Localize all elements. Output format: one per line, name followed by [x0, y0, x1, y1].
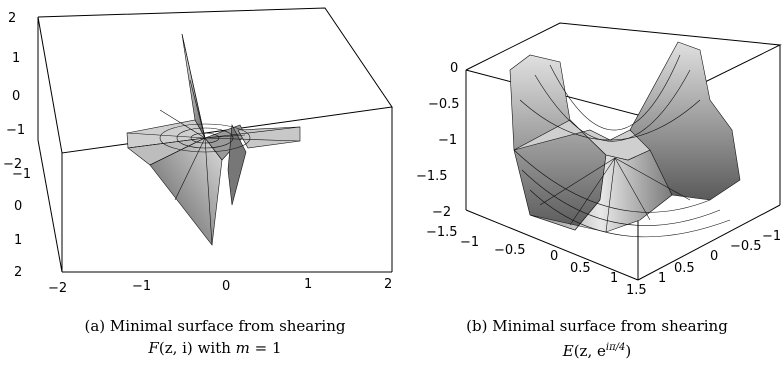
x-tick: −2	[48, 281, 67, 296]
z-tick: 2	[8, 11, 16, 26]
z-tick: −0.5	[428, 97, 460, 112]
z-tick: −2	[3, 157, 22, 172]
z-tick: −1	[6, 123, 25, 138]
y-tick: 1	[658, 271, 666, 286]
caption-b: (b) Minimal surface from shearing E(z, e…	[410, 315, 784, 362]
z-tick: 0	[450, 61, 458, 76]
y-tick: 0	[14, 199, 22, 214]
y-tick: 1	[14, 233, 22, 248]
x-tick: 1	[610, 271, 618, 286]
y-tick: −0.5	[730, 239, 762, 254]
bounding-box	[37, 7, 393, 273]
figure-b-ticks: 0 −0.5 −1 −1.5 −2 −1.5 −1 −0.5 0 0.5 1 1…	[416, 61, 781, 298]
y-tick: 0	[710, 249, 718, 264]
caption-b-line1: (b) Minimal surface from shearing	[466, 317, 728, 335]
figure-b: 0 −0.5 −1 −1.5 −2 −1.5 −1 −0.5 0 0.5 1 1…	[410, 0, 784, 375]
figure-b-plot: 0 −0.5 −1 −1.5 −2 −1.5 −1 −0.5 0 0.5 1 1…	[416, 22, 782, 298]
x-tick: 1	[304, 277, 312, 292]
surface-b	[509, 41, 741, 238]
caption-a: (a) Minimal surface from shearing F(z, i…	[20, 315, 410, 359]
x-tick: 1.5	[626, 283, 647, 298]
x-tick: 0	[222, 279, 230, 294]
y-tick: −1	[12, 167, 31, 182]
x-tick: 2	[384, 277, 392, 292]
x-tick: −1	[460, 235, 479, 250]
z-tick: −2	[432, 205, 451, 220]
x-tick: −1	[132, 279, 151, 294]
x-tick: −0.5	[494, 243, 526, 258]
caption-a-line2: F(z, i) with m = 1	[148, 339, 282, 357]
x-tick: 0.5	[570, 261, 591, 276]
y-tick: 2	[14, 265, 22, 280]
z-tick: 0	[12, 89, 20, 104]
surface-a	[126, 33, 301, 246]
figure-a-ticks: 2 1 0 −1 −2 −1 0 1 2 −2 −1 0 1 2	[3, 11, 392, 296]
caption-a-line1: (a) Minimal surface from shearing	[84, 317, 346, 335]
z-tick: −1	[438, 133, 457, 148]
x-tick: −1.5	[426, 225, 458, 240]
x-tick: 0	[550, 249, 558, 264]
caption-b-line2: E(z, eiπ/4)	[562, 342, 632, 360]
figure-a-plot: 2 1 0 −1 −2 −1 0 1 2 −2 −1 0 1 2	[3, 7, 393, 296]
y-tick: 0.5	[674, 261, 695, 276]
z-tick: −1.5	[416, 169, 448, 184]
z-tick: 1	[12, 51, 20, 66]
figure-a: 2 1 0 −1 −2 −1 0 1 2 −2 −1 0 1 2 (a) Min…	[3, 7, 410, 359]
y-tick: −1	[762, 229, 781, 244]
